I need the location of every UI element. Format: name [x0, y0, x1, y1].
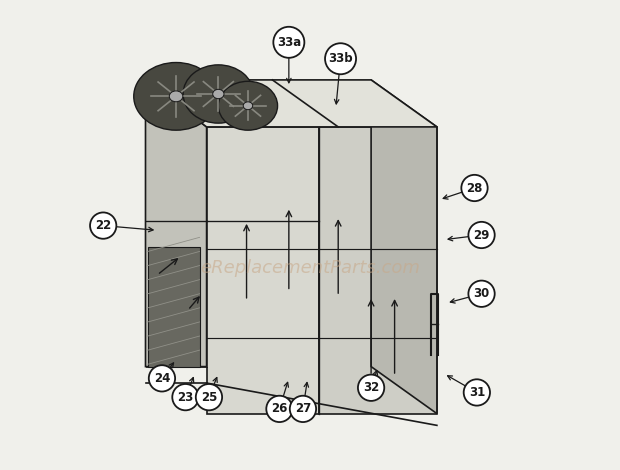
Ellipse shape	[243, 102, 253, 110]
Text: 28: 28	[466, 181, 483, 195]
Circle shape	[468, 281, 495, 307]
Circle shape	[273, 27, 304, 58]
Text: 32: 32	[363, 381, 379, 394]
Ellipse shape	[169, 91, 183, 102]
Text: 29: 29	[473, 228, 490, 242]
Polygon shape	[146, 80, 437, 127]
Polygon shape	[371, 80, 437, 414]
Text: 25: 25	[201, 391, 217, 404]
Text: eReplacementParts.com: eReplacementParts.com	[200, 259, 420, 277]
Circle shape	[266, 396, 293, 422]
Circle shape	[461, 175, 488, 201]
Text: 30: 30	[474, 287, 490, 300]
Circle shape	[358, 375, 384, 401]
Text: 22: 22	[95, 219, 112, 232]
Text: 27: 27	[295, 402, 311, 415]
Text: 33b: 33b	[328, 52, 353, 65]
Text: 24: 24	[154, 372, 170, 385]
Text: 26: 26	[272, 402, 288, 415]
Text: 31: 31	[469, 386, 485, 399]
Ellipse shape	[183, 65, 254, 123]
Circle shape	[149, 365, 175, 392]
Circle shape	[468, 222, 495, 248]
Circle shape	[196, 384, 222, 410]
Circle shape	[90, 212, 117, 239]
Circle shape	[464, 379, 490, 406]
Text: 23: 23	[177, 391, 193, 404]
Polygon shape	[319, 127, 437, 414]
Circle shape	[325, 43, 356, 74]
Ellipse shape	[213, 89, 224, 99]
Ellipse shape	[134, 63, 218, 130]
Polygon shape	[148, 247, 200, 367]
Polygon shape	[206, 127, 319, 414]
Circle shape	[290, 396, 316, 422]
Circle shape	[172, 384, 198, 410]
Polygon shape	[146, 80, 206, 367]
Text: 33a: 33a	[277, 36, 301, 49]
Ellipse shape	[218, 81, 278, 130]
